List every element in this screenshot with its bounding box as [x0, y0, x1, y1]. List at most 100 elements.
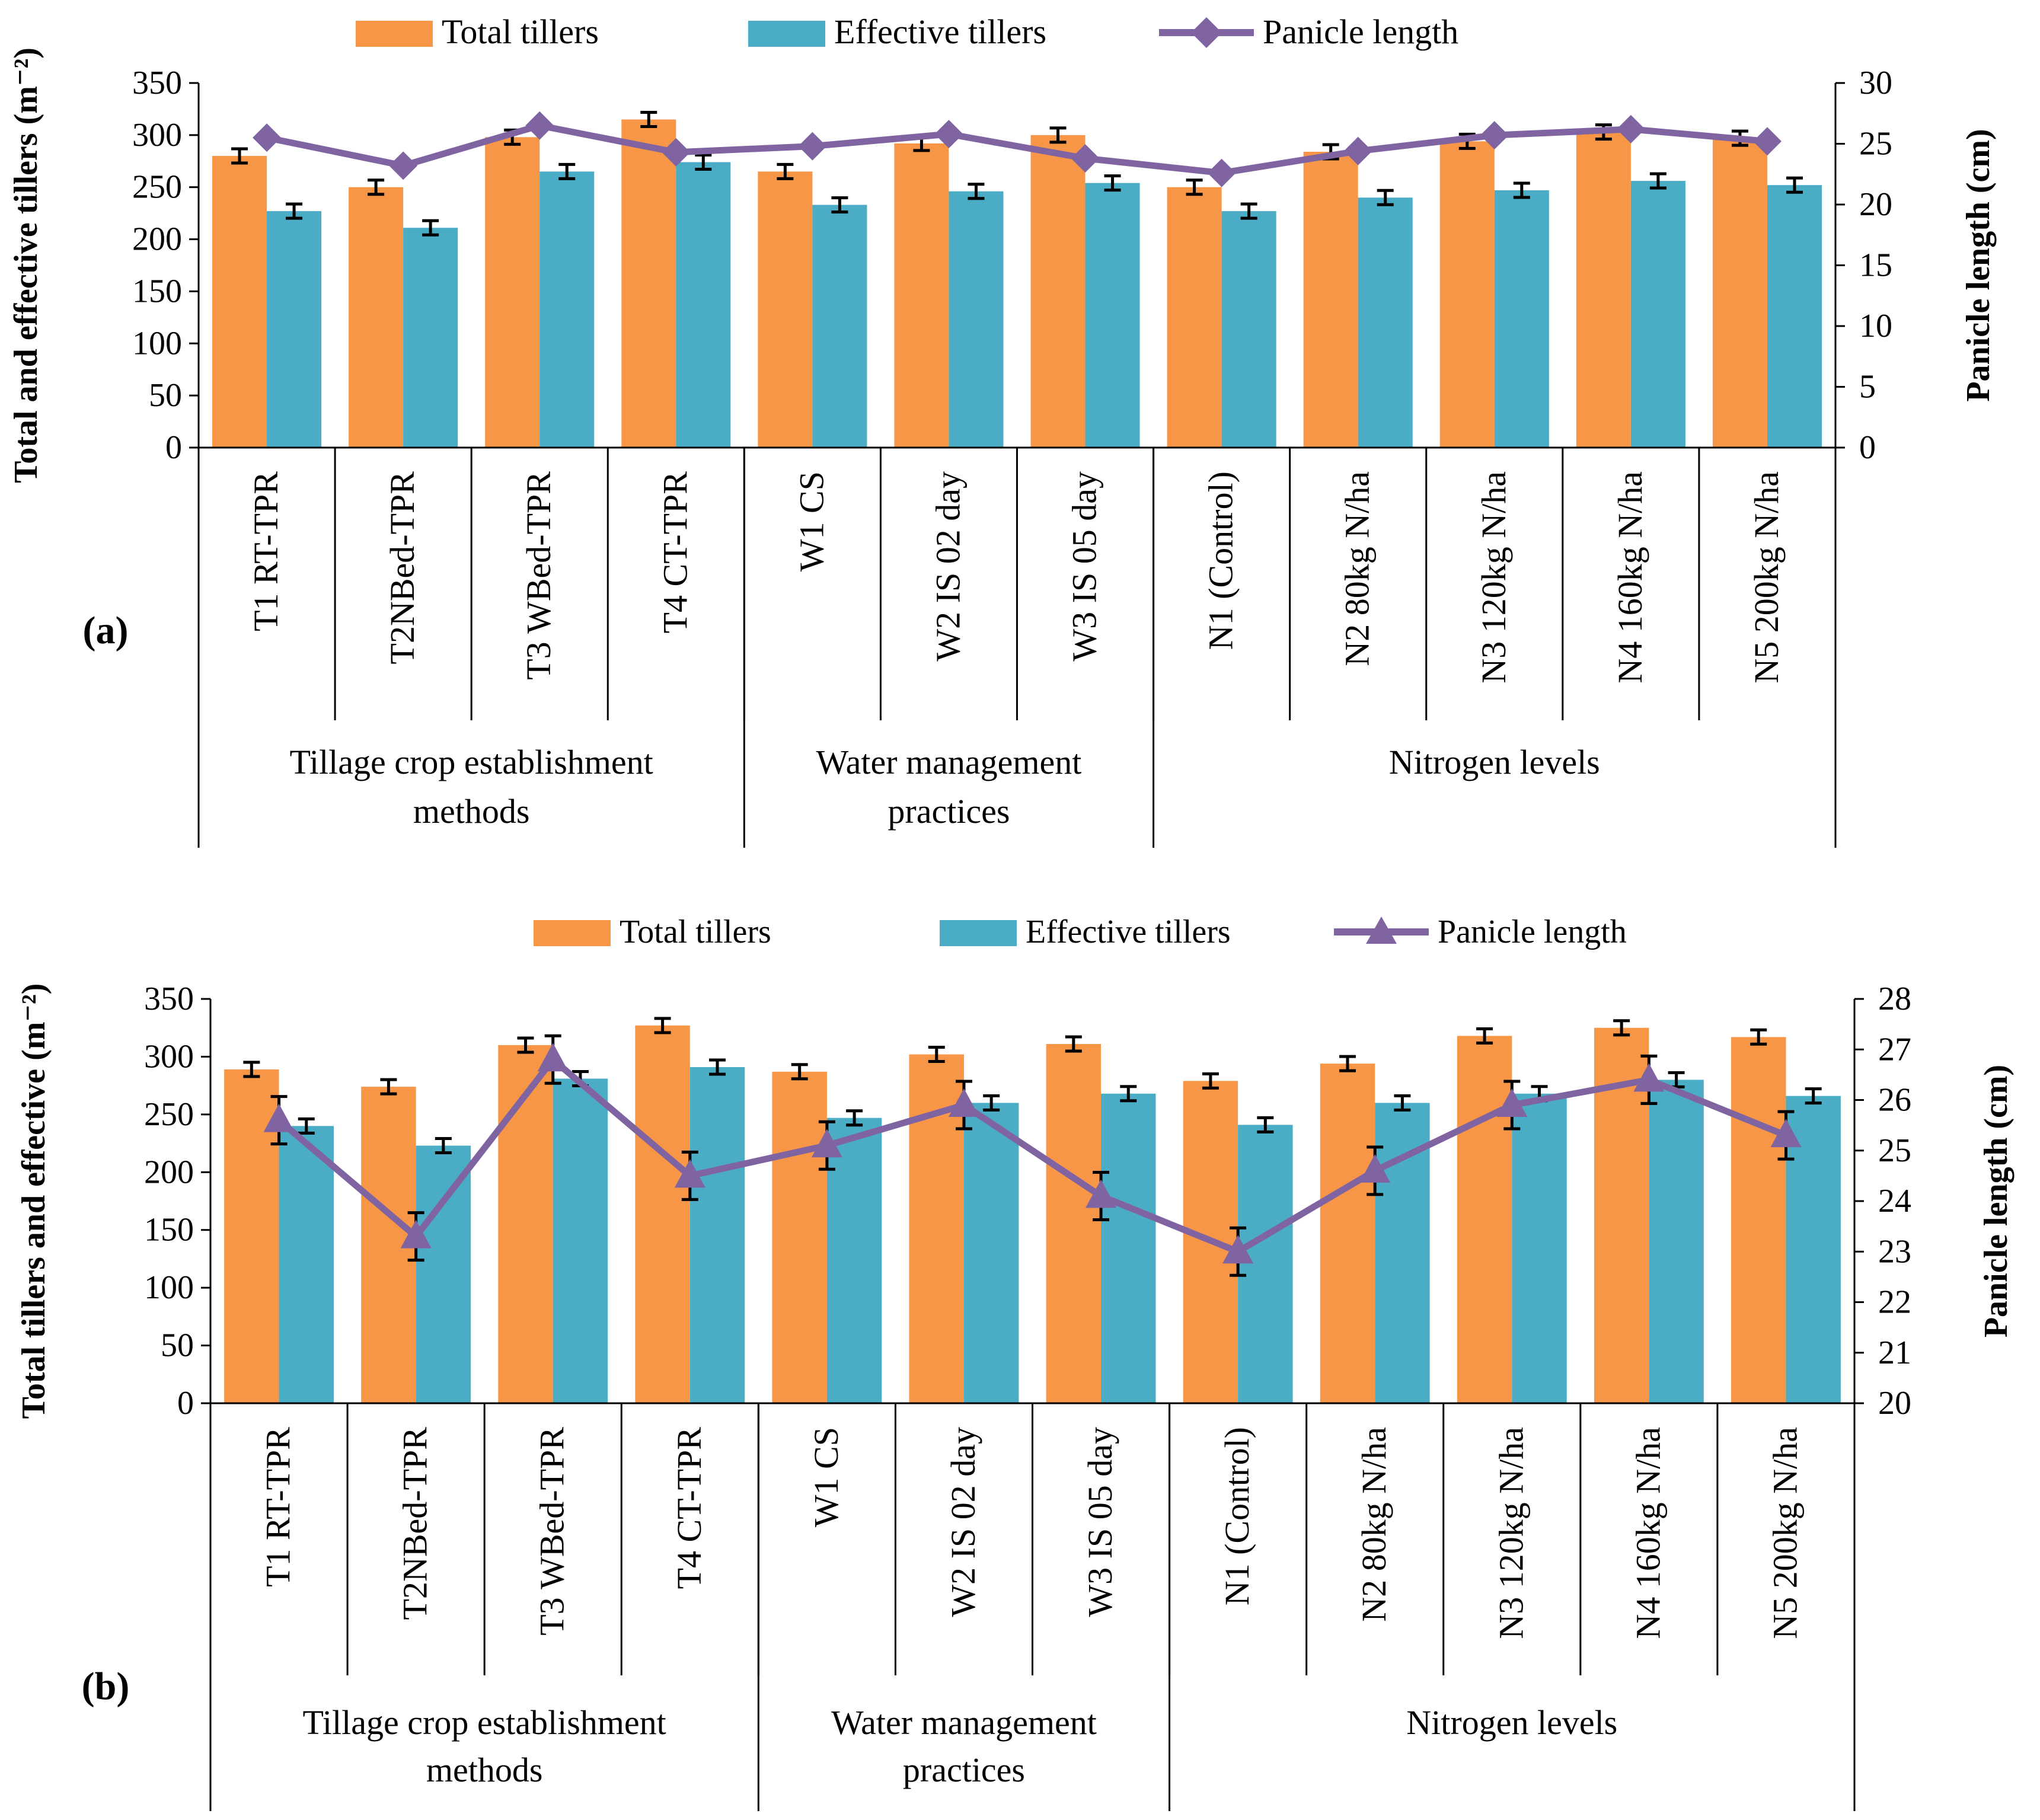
bar-effective-tillers: [963, 1103, 1019, 1403]
x-tick-label: N2 80kg N/ha: [1355, 1427, 1393, 1622]
group-label: Nitrogen levels: [1389, 743, 1600, 781]
bar-effective-tillers: [1085, 183, 1140, 448]
chart-panel-1: Total tillers Effective tillers Panicle le…: [8, 12, 1997, 848]
x-tick-label: N3 120kg N/ha: [1474, 471, 1513, 684]
x-tick-label: T2NBed-TPR: [396, 1427, 435, 1620]
error-bar: [791, 1063, 808, 1081]
legend-marker-panicle: [1366, 917, 1397, 944]
error-bar: [1476, 1027, 1493, 1045]
y2-tick-label: 24: [1878, 1183, 1911, 1219]
y2-tick-label: 21: [1878, 1334, 1911, 1371]
bar-total-tillers: [1731, 1037, 1786, 1403]
marker-panicle-length: [400, 1219, 432, 1249]
bar-effective-tillers: [539, 171, 595, 448]
marker-panicle-length: [263, 1103, 295, 1132]
group-label: Tillage crop establishment methods: [290, 743, 653, 831]
bar-effective-tillers: [812, 205, 867, 448]
x-tick-label: T1 RT-TPR: [247, 471, 285, 631]
bar-effective-tillers: [1649, 1080, 1704, 1403]
y-tick-label: 100: [144, 1269, 194, 1306]
x-tick-label: W1 CS: [792, 471, 831, 571]
bar-total-tillers: [621, 119, 676, 448]
bar-effective-tillers: [689, 1067, 745, 1403]
bar-effective-tillers: [1630, 181, 1685, 448]
y-tick-label: 50: [161, 1327, 194, 1364]
y-tick-label: 150: [144, 1212, 194, 1249]
y2-tick-label: 5: [1859, 369, 1876, 405]
bar-effective-tillers: [416, 1145, 471, 1403]
error-bar: [1750, 1028, 1767, 1046]
marker-panicle-length: [253, 123, 282, 152]
legend: Total tillers Effective tillers Panicle le…: [534, 914, 1627, 950]
marker-panicle-length: [1071, 144, 1100, 173]
error-bar: [243, 1061, 260, 1078]
marker-panicle-length: [934, 120, 963, 149]
bar-total-tillers: [212, 156, 267, 448]
y-tick-label: 350: [132, 65, 182, 101]
legend-swatch-total: [534, 920, 611, 946]
x-tick-label: T2NBed-TPR: [383, 471, 422, 665]
y-tick-label: 100: [132, 325, 182, 362]
x-tick-label: N5 200kg N/ha: [1747, 471, 1786, 684]
error-bar: [1377, 189, 1394, 206]
y2-tick-label: 25: [1859, 126, 1892, 162]
panel-label: (b): [82, 1665, 130, 1708]
bar-total-tillers: [1167, 187, 1222, 448]
bar-effective-tillers: [826, 1117, 882, 1403]
group-label-line: methods: [426, 1751, 543, 1789]
y-tick-label: 250: [132, 169, 182, 206]
error-bar: [231, 147, 248, 165]
x-tick-label: W2 IS 02 day: [928, 471, 967, 662]
error-bar: [831, 196, 848, 214]
error-bar: [1339, 1055, 1356, 1072]
y2-axis-title: Panicle length (cm): [1978, 1065, 2015, 1337]
marker-panicle-length: [798, 132, 827, 161]
legend-label-total: Total tillers: [442, 12, 599, 51]
legend-swatch-effective: [940, 920, 1017, 946]
legend-label-effective: Effective tillers: [1026, 914, 1231, 950]
y-tick-label: 50: [149, 377, 182, 414]
x-tick-label: W1 CS: [807, 1427, 845, 1527]
error-bar: [640, 111, 657, 128]
bar-total-tillers: [349, 187, 404, 448]
y-axis-title: Total and effective tillers (m⁻²): [8, 47, 44, 483]
bar-effective-tillers: [1494, 190, 1549, 448]
group-label-line: Water management: [816, 743, 1082, 781]
marker-panicle-length: [1359, 1154, 1391, 1183]
bar-effective-tillers: [1512, 1093, 1567, 1403]
group-label-line: Tillage crop establishment: [290, 743, 653, 781]
y-tick-label: 150: [132, 273, 182, 309]
line-panicle-length: [266, 122, 1768, 177]
bar-total-tillers: [635, 1025, 690, 1403]
x-tick-label: T1 RT-TPR: [259, 1427, 298, 1587]
x-tick-label: N4 160kg N/ha: [1611, 471, 1649, 684]
error-bar: [1513, 181, 1530, 199]
y-tick-label: 250: [144, 1096, 194, 1133]
error-bar: [1786, 176, 1803, 194]
legend: Total tillers Effective tillers Panicle le…: [356, 12, 1458, 51]
line-panicle-length: [276, 1055, 1787, 1256]
marker-panicle-length: [948, 1088, 979, 1117]
error-bar: [1240, 202, 1257, 220]
marker-panicle-length: [1633, 1063, 1665, 1092]
error-bar: [1120, 1085, 1137, 1103]
error-bar: [709, 1058, 726, 1076]
y2-tick-label: 0: [1859, 429, 1876, 466]
marker-panicle-length: [537, 1043, 569, 1072]
error-bar: [286, 202, 303, 220]
bar-total-tillers: [1439, 141, 1495, 448]
bar-total-tillers: [1712, 138, 1767, 448]
x-tick-label: N4 160kg N/ha: [1629, 1427, 1667, 1639]
error-bar: [422, 219, 439, 237]
legend-label-panicle: Panicle length: [1438, 914, 1627, 950]
error-bar: [1257, 1116, 1274, 1133]
bar-effective-tillers: [553, 1078, 608, 1403]
bar-effective-tillers: [676, 162, 731, 448]
bar-total-tillers: [485, 137, 540, 448]
error-bar: [968, 183, 985, 200]
y-tick-label: 0: [177, 1385, 194, 1422]
y2-tick-label: 27: [1878, 1031, 1911, 1068]
error-bar: [1649, 172, 1667, 190]
bar-total-tillers: [1320, 1064, 1375, 1403]
legend-label-total: Total tillers: [620, 914, 771, 950]
